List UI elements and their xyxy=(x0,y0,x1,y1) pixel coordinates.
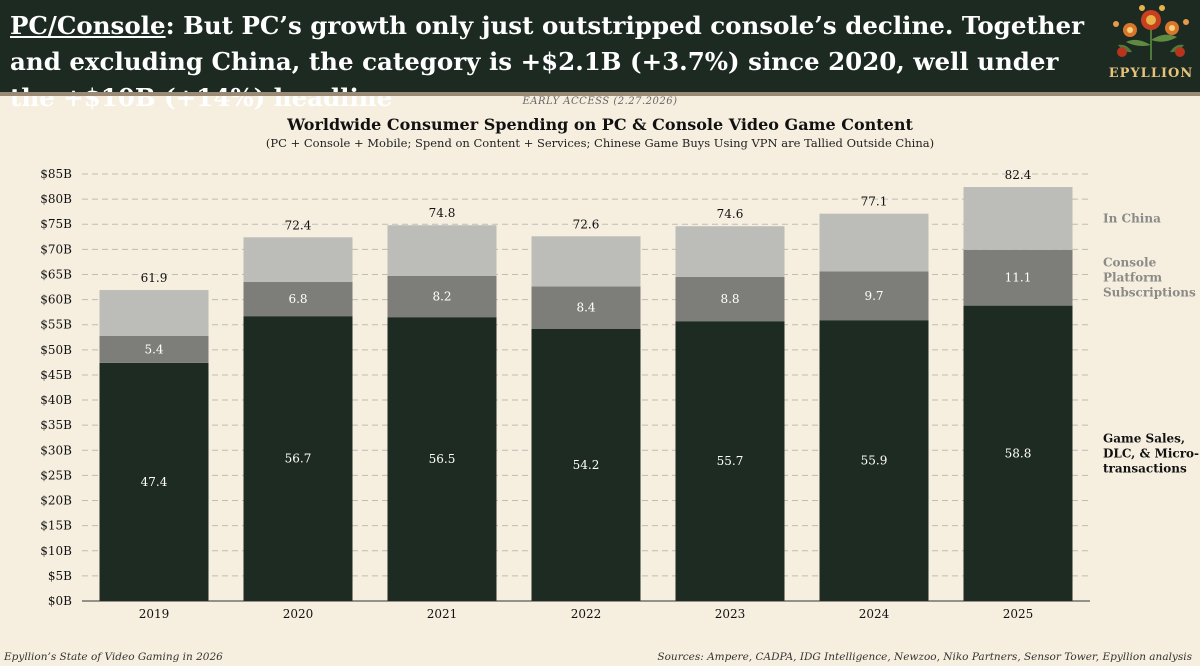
y-tick-label: $55B xyxy=(40,318,72,332)
y-tick-label: $75B xyxy=(40,217,72,231)
bar-segment xyxy=(387,225,497,276)
x-tick-label: 2021 xyxy=(427,607,458,621)
y-tick-label: $35B xyxy=(40,418,72,432)
bar-data-label: 8.8 xyxy=(720,292,739,306)
y-tick-label: $15B xyxy=(40,519,72,533)
epyllion-logo: EPYLLION xyxy=(1102,0,1200,92)
y-tick-label: $65B xyxy=(40,267,72,281)
bar-total-label: 61.9 xyxy=(141,271,168,285)
bar-segment xyxy=(675,276,785,322)
bar-data-label: 56.5 xyxy=(429,452,456,466)
early-access-note: EARLY ACCESS (2.27.2026) xyxy=(522,96,678,107)
y-tick-label: $60B xyxy=(40,293,72,307)
y-tick-label: $50B xyxy=(40,343,72,357)
footer-report-name: Epyllion’s State of Video Gaming in 2026 xyxy=(4,651,223,663)
chart-title: Worldwide Consumer Spending on PC & Cons… xyxy=(287,115,913,134)
series-label: Console Platform Subscriptions xyxy=(1103,256,1196,300)
bar-data-label: 56.7 xyxy=(285,452,312,466)
x-tick-label: 2023 xyxy=(715,607,746,621)
x-tick-label: 2025 xyxy=(1003,607,1034,621)
y-tick-label: $45B xyxy=(40,368,72,382)
x-tick-label: 2024 xyxy=(859,607,890,621)
bar-segment xyxy=(243,237,353,283)
bar-data-label: 47.4 xyxy=(141,475,168,489)
logo-text: EPYLLION xyxy=(1108,66,1194,81)
bar-segment xyxy=(819,320,929,601)
bar-segment xyxy=(675,321,785,601)
bar-segment xyxy=(531,286,641,329)
bar-data-label: 54.2 xyxy=(573,458,600,472)
bar-data-label: 5.4 xyxy=(144,342,163,356)
y-tick-label: $40B xyxy=(40,393,72,407)
x-tick-label: 2020 xyxy=(283,607,314,621)
footer-sources: Sources: Ampere, CADPA, IDG Intelligence… xyxy=(657,651,1192,663)
bar-data-label: 55.7 xyxy=(717,454,744,468)
bar-total-label: 74.8 xyxy=(429,206,456,220)
chart-subtitle: (PC + Console + Mobile; Spend on Content… xyxy=(265,136,935,150)
bar-segment xyxy=(243,316,353,601)
bar-segment xyxy=(963,187,1073,250)
bar-segment xyxy=(963,305,1073,601)
y-tick-label: $20B xyxy=(40,494,72,508)
bar-segment xyxy=(387,275,497,318)
bar-data-label: 58.8 xyxy=(1005,446,1032,460)
bar-segment xyxy=(675,226,785,277)
y-tick-label: $70B xyxy=(40,242,72,256)
x-tick-label: 2022 xyxy=(571,607,602,621)
header-banner: PC/Console: But PC’s growth only just ou… xyxy=(0,0,1200,112)
bar-segment xyxy=(819,271,929,321)
bar-data-label: 8.2 xyxy=(432,290,451,304)
bar-data-label: 8.4 xyxy=(576,301,595,315)
headline-text: : But PC’s growth only just outstripped … xyxy=(10,11,1085,112)
bar-total-label: 72.6 xyxy=(573,217,600,231)
bar-data-label: 55.9 xyxy=(861,454,888,468)
bar-segment xyxy=(99,290,209,336)
bar-segment xyxy=(99,362,209,601)
y-tick-label: $85B xyxy=(40,167,72,181)
series-label: In China xyxy=(1103,211,1161,225)
bar-total-label: 72.4 xyxy=(285,218,312,232)
bar-total-label: 82.4 xyxy=(1005,168,1032,182)
flower-logo-icon xyxy=(1113,5,1189,60)
bar-segment xyxy=(99,335,209,363)
bar-segment xyxy=(531,236,641,287)
headline: PC/Console: But PC’s growth only just ou… xyxy=(10,8,1105,116)
bar-segment xyxy=(819,213,929,272)
header-divider xyxy=(0,92,1200,96)
bar-segment xyxy=(243,282,353,317)
bar-data-label: 6.8 xyxy=(288,292,307,306)
y-tick-label: $25B xyxy=(40,468,72,482)
bar-segment xyxy=(531,328,641,601)
series-label: Game Sales, DLC, & Micro-transactions xyxy=(1103,431,1199,475)
bar-total-label: 77.1 xyxy=(861,195,888,209)
bar-segment xyxy=(387,317,497,601)
y-tick-label: $5B xyxy=(48,569,72,583)
y-tick-label: $0B xyxy=(48,594,72,608)
bar-data-label: 11.1 xyxy=(1005,271,1032,285)
bar-total-label: 74.6 xyxy=(717,207,744,221)
y-tick-label: $80B xyxy=(40,192,72,206)
bar-segment xyxy=(963,249,1073,306)
x-tick-label: 2019 xyxy=(139,607,170,621)
bar-data-label: 9.7 xyxy=(864,289,883,303)
y-tick-label: $30B xyxy=(40,443,72,457)
y-tick-label: $10B xyxy=(40,544,72,558)
headline-lead: PC/Console xyxy=(10,11,166,40)
